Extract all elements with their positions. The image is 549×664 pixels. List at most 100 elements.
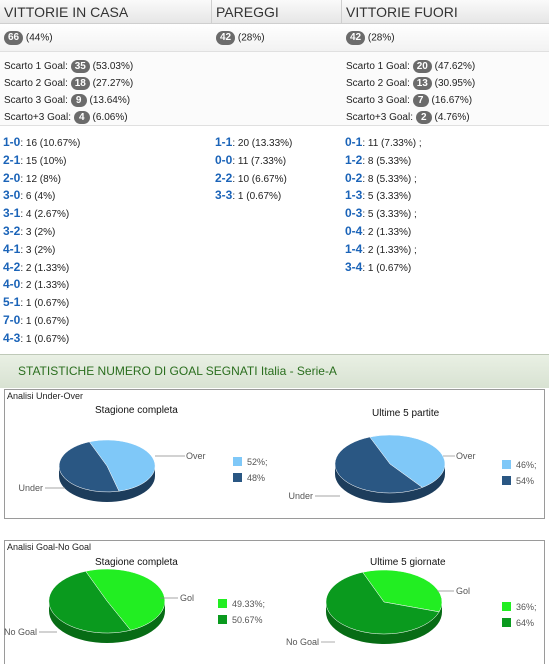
score-row: 3-2: 3 (2%) [0, 223, 212, 241]
pie-slice-under [58, 441, 120, 493]
score-count: : 16 (10.67%) [20, 138, 81, 149]
score-count: : 4 (2.67%) [20, 209, 70, 221]
score-link[interactable]: 2-1 [3, 152, 21, 167]
score-row: 0-4: 2 (1.33%) [342, 223, 549, 241]
pie-side-wall [326, 602, 442, 644]
legend-value: 48% [247, 473, 265, 483]
score-link[interactable]: 1-3 [345, 188, 363, 203]
legend-value: 36%; [516, 602, 537, 612]
score-link[interactable]: 1-1 [215, 135, 233, 149]
home-wins-column: VITTORIE IN CASA 66 (44%) Scarto 1 Goal:… [0, 0, 212, 348]
score-count: : 6 (4%) [20, 191, 56, 203]
score-link[interactable]: 4-1 [3, 241, 21, 256]
margin-label: Scarto 3 Goal: [4, 95, 68, 106]
pie-label: Gol [456, 586, 470, 596]
score-link[interactable]: 0-2 [345, 170, 363, 185]
chart-title: Ultime 5 partite [372, 408, 440, 419]
count-badge: 2 [415, 110, 432, 124]
count-badge: 42 [216, 31, 236, 45]
score-row: 1-1: 20 (13.33%) [212, 134, 342, 152]
count-badge: 7 [412, 93, 429, 107]
count-badge: 20 [412, 59, 432, 73]
draws-margins-empty [212, 52, 342, 126]
score-link[interactable]: 3-1 [3, 206, 21, 221]
pie-slice-no-goal [48, 570, 132, 634]
score-link[interactable]: 3-0 [3, 188, 21, 203]
count-badge: 4 [73, 110, 90, 124]
legend-swatch [218, 599, 227, 608]
pie-chart: Over Under 46%; 54% [288, 434, 537, 503]
score-row: 3-1: 4 (2.67%) [0, 205, 212, 223]
score-link[interactable]: 0-4 [345, 223, 363, 238]
score-link[interactable]: 0-0 [215, 152, 233, 167]
score-row: 2-1: 15 (10%) [0, 152, 212, 170]
home-margins: Scarto 1 Goal: 35 (53.03%) Scarto 2 Goal:… [0, 52, 212, 126]
home-wins-total: 66 (44%) [0, 24, 212, 52]
score-count: : 2 (1.33%) [362, 226, 412, 238]
pie-side-wall [49, 601, 165, 643]
score-row: 0-0: 11 (7.33%) [212, 152, 342, 170]
score-count: : 2 (1.33%) [20, 262, 70, 274]
percent-text: (44%) [25, 32, 53, 44]
score-link[interactable]: 3-3 [215, 188, 233, 203]
percent-text: (28%) [237, 32, 265, 44]
margin-label: Scarto+3 Goal: [4, 112, 71, 123]
legend-swatch [218, 615, 227, 624]
margin-row: Scarto+3 Goal: 4 (6.06%) [0, 109, 212, 126]
score-row: 2-2: 10 (6.67%) [212, 170, 342, 188]
score-link[interactable]: 0-3 [345, 206, 363, 221]
pie-chart: Gol No Goal 36%; 64% [286, 569, 537, 647]
score-link[interactable]: 1-4 [345, 241, 363, 256]
pie-chart: Over Under 52%; 48% [18, 439, 268, 502]
score-link[interactable]: 5-1 [3, 295, 21, 310]
home-score-list: 1-0: 16 (10.67%) 2-1: 15 (10%) 2-0: 12 (8%… [0, 126, 212, 348]
score-link[interactable]: 0-1 [345, 135, 363, 149]
score-row: 4-3: 1 (0.67%) [0, 330, 212, 348]
score-link[interactable]: 1-0 [3, 135, 21, 149]
score-count: : 1 (0.67%) [20, 298, 70, 310]
margin-label: Scarto 1 Goal: [346, 61, 410, 72]
score-count: : 3 (2%) [20, 244, 56, 256]
away-wins-header: VITTORIE FUORI [342, 0, 549, 24]
draws-header: PAREGGI [212, 0, 342, 24]
panel-label: Analisi Under-Over [7, 391, 84, 401]
score-row: 3-0: 6 (4%) [0, 187, 212, 205]
score-row: 3-3: 1 (0.67%) [212, 187, 342, 205]
margin-row: Scarto 2 Goal: 13 (30.95%) [342, 75, 549, 92]
percent-text: (28%) [367, 32, 395, 44]
legend-swatch [233, 473, 242, 482]
score-link[interactable]: 4-0 [3, 277, 21, 292]
margin-row: Scarto+3 Goal: 2 (4.76%) [342, 109, 549, 126]
pie-label: Over [186, 451, 206, 461]
percent-text: (16.67%) [431, 95, 473, 106]
score-count: : 8 (5.33%) [362, 155, 412, 167]
legend-value: 49.33%; [232, 599, 265, 609]
count-badge: 42 [346, 31, 366, 45]
legend-value: 46%; [516, 460, 537, 470]
score-link[interactable]: 4-3 [3, 330, 21, 345]
score-link[interactable]: 2-2 [215, 170, 233, 185]
score-link[interactable]: 3-2 [3, 223, 21, 238]
score-link[interactable]: 2-0 [3, 170, 21, 185]
score-count: : 20 (13.33%) [232, 138, 293, 149]
draws-column: PAREGGI 42 (28%) 1-1: 20 (13.33%) 0-0: 11… [212, 0, 342, 205]
score-link[interactable]: 7-0 [3, 312, 21, 327]
under-over-panel: Analisi Under-Over Stagione completa Ult… [4, 389, 545, 519]
legend-swatch [502, 460, 511, 469]
panel-label: Analisi Goal-No Goal [7, 542, 92, 552]
score-link[interactable]: 3-4 [345, 259, 363, 274]
score-row: 0-3: 5 (3.33%) ; [342, 205, 549, 223]
score-row: 0-2: 8 (5.33%) ; [342, 170, 549, 188]
score-count: : 11 (7.33%) [232, 155, 287, 167]
score-count: : 10 (6.67%) [232, 173, 287, 185]
pie-label: Under [288, 491, 313, 501]
score-row: 4-2: 2 (1.33%) [0, 259, 212, 277]
margin-row: Scarto 1 Goal: 20 (47.62%) [342, 58, 549, 75]
score-link[interactable]: 4-2 [3, 259, 21, 274]
score-link[interactable]: 1-2 [345, 152, 363, 167]
pie-slice-over [369, 434, 446, 488]
under-over-pies: Over Under 52%; 48% Over Under 46%; 54% [18, 434, 537, 503]
away-margins: Scarto 1 Goal: 20 (47.62%) Scarto 2 Goal:… [342, 52, 549, 126]
pie-label: Under [18, 483, 43, 493]
pie-side-wall [335, 464, 445, 503]
